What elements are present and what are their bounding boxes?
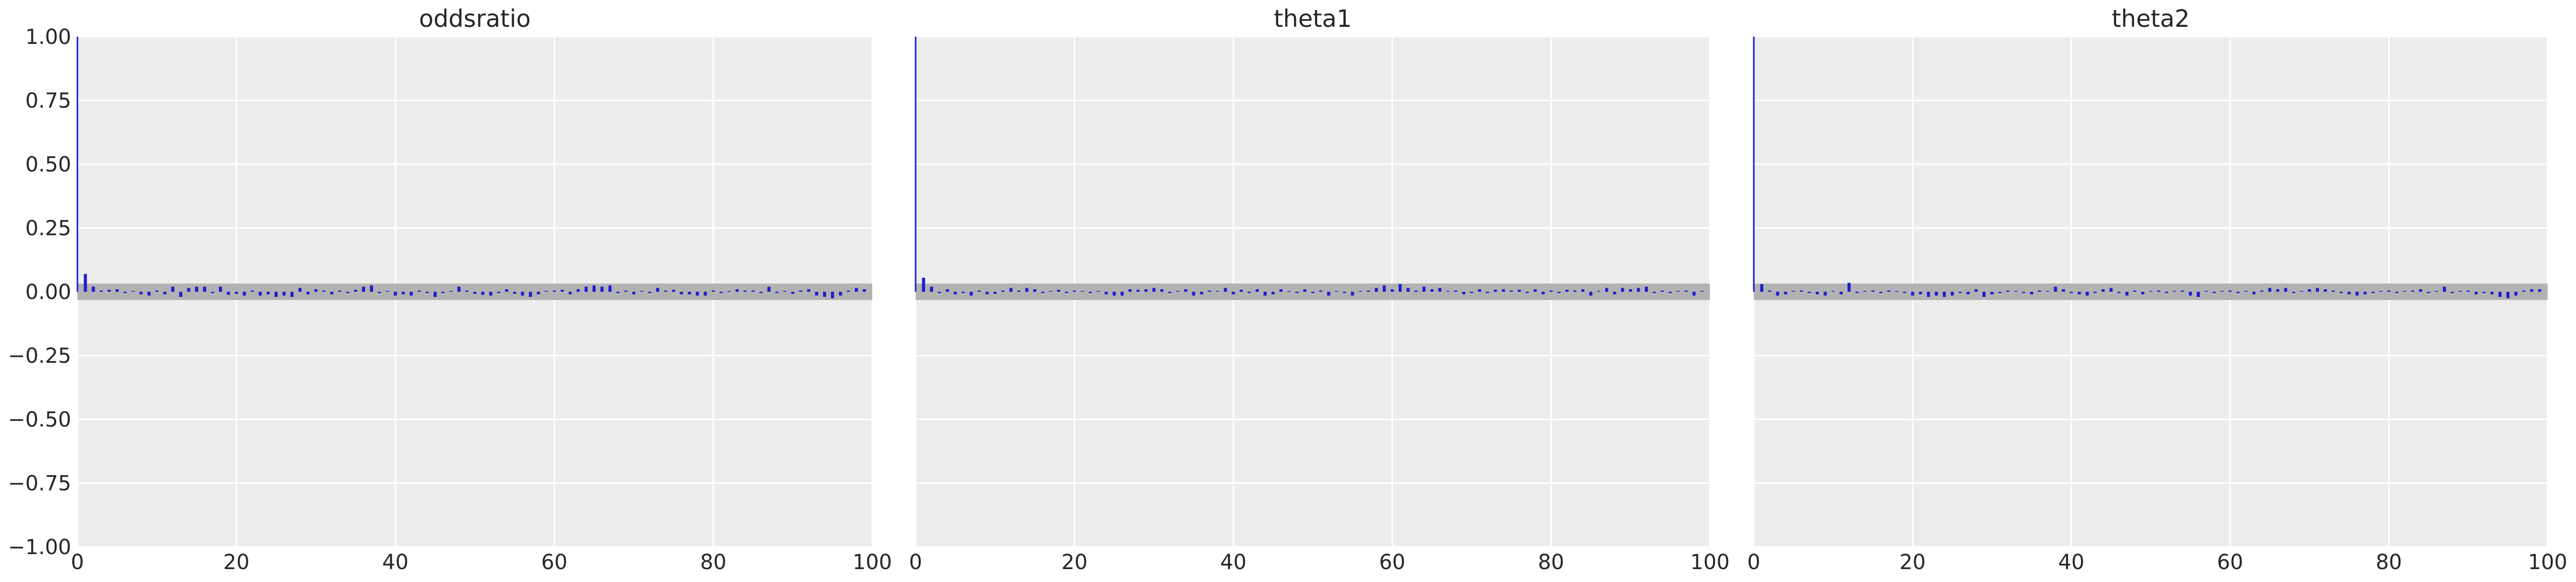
x-tick-label: 100 (853, 550, 892, 574)
y-tick-label: 1.00 (25, 25, 71, 49)
x-tick-label: 60 (2217, 550, 2243, 574)
x-tick-label: 0 (71, 550, 84, 574)
panel-theta1: 0 20 40 60 80 100 theta1 (909, 5, 1730, 574)
x-tick-label: 80 (2376, 550, 2402, 574)
y-tick-label: −0.50 (8, 408, 71, 432)
panel-title-oddsratio: oddsratio (419, 5, 531, 33)
x-tick-label: 60 (541, 550, 568, 574)
x-tick-label: 60 (1379, 550, 1405, 574)
x-tick-label: 80 (1538, 550, 1564, 574)
x-tick-label: 80 (700, 550, 727, 574)
y-tick-label: 0.50 (25, 153, 71, 177)
x-tick-label: 20 (223, 550, 250, 574)
x-tick-label: 100 (1690, 550, 1730, 574)
x-tick-label: 20 (1061, 550, 1087, 574)
x-tick-label: 100 (2528, 550, 2567, 574)
x-tick-label: 0 (1747, 550, 1760, 574)
x-tick-label: 40 (382, 550, 409, 574)
y-tick-label: −0.25 (8, 344, 71, 368)
panel-title-theta2: theta2 (2112, 5, 2190, 33)
x-tick-label: 0 (909, 550, 922, 574)
y-tick-label: −1.00 (8, 536, 71, 559)
y-tick-label: 0.00 (25, 280, 71, 304)
y-tick-label: 0.75 (25, 89, 71, 113)
y-tick-label: −0.75 (8, 472, 71, 496)
x-tick-label: 40 (2058, 550, 2085, 574)
x-tick-label: 40 (1220, 550, 1246, 574)
y-tick-label: 0.25 (25, 217, 71, 241)
panel-oddsratio: 0 20 40 60 80 100 1.00 0.75 0.50 0.25 0.00 −0.25 −0.… (8, 5, 892, 574)
panel-title-theta1: theta1 (1274, 5, 1352, 33)
panel-theta2: 0 20 40 60 80 100 theta2 (1747, 5, 2567, 574)
x-tick-label: 20 (1899, 550, 1926, 574)
